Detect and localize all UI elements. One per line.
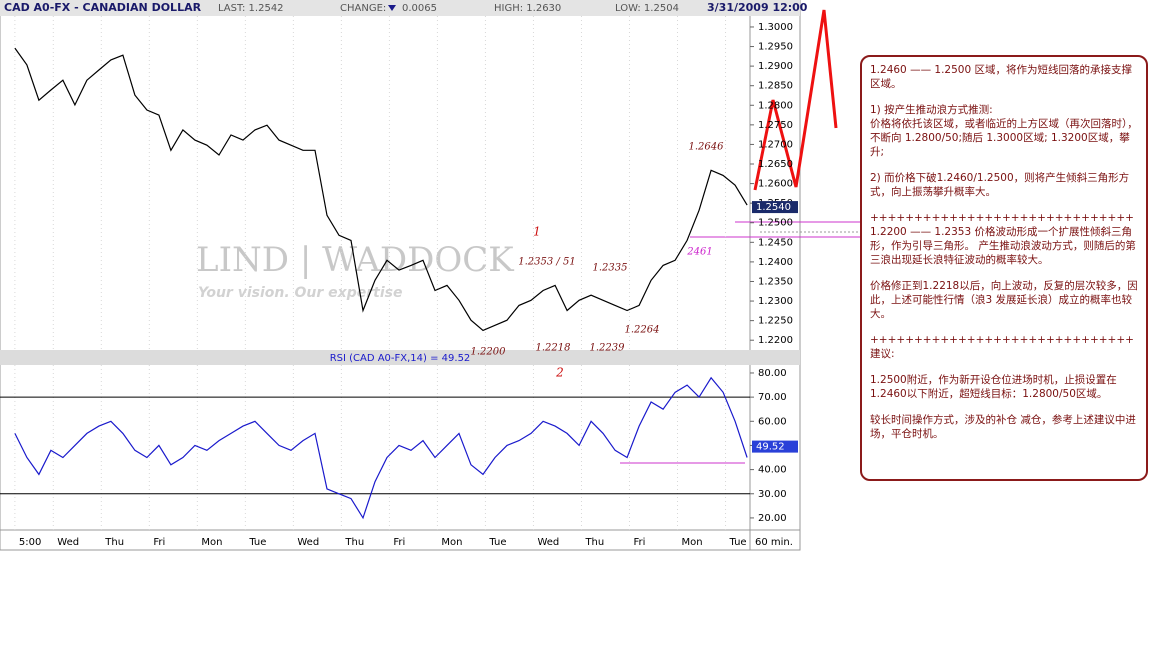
annotation: 1.2353 / 51 <box>518 257 575 268</box>
y-tick-label: 1.2850 <box>758 81 793 92</box>
y-tick-label: 1.2400 <box>758 257 793 268</box>
y-tick-label: 1.2600 <box>758 179 793 190</box>
y-tick-label: 1.2750 <box>758 120 793 131</box>
y-tick-label: 1.2950 <box>758 42 793 53</box>
annotation: 1.2218 <box>536 343 571 354</box>
y-tick-label: 70.00 <box>758 392 787 403</box>
projection-arrow <box>753 9 838 191</box>
x-tick-label: Thu <box>584 537 604 548</box>
annotation: 2461 <box>686 247 712 258</box>
annotation: 1.2335 <box>593 263 628 274</box>
x-tick-label: Thu <box>344 537 364 548</box>
note: 较长时间操作方式，涉及的补仓 减仓，参考上述建议中进场，平仓时机。 <box>870 414 1136 440</box>
note: 1.2500附近，作为新开设仓位进场时机，止损设置在1.2460以下附近，超短线… <box>870 374 1117 400</box>
price-line <box>14 47 748 332</box>
x-tick-label: 5:00 <box>19 537 41 548</box>
last-value-box <box>752 201 798 214</box>
stat-high: HIGH: 1.2630 <box>494 3 561 14</box>
x-tick-label: Wed <box>297 537 319 548</box>
x-tick-label: Fri <box>393 537 405 548</box>
x-tick-label: Tue <box>248 537 266 548</box>
watermark-tagline: Your vision. Our expertise <box>198 285 402 301</box>
stat-change: CHANGE: <box>340 3 386 14</box>
y-tick-label: 1.3000 <box>758 22 793 33</box>
y-tick-label: 40.00 <box>758 465 787 476</box>
x-axis-unit: 60 min. <box>755 537 793 548</box>
panel-separator <box>0 350 800 365</box>
annotation: 1 <box>533 225 541 239</box>
y-tick-label: 20.00 <box>758 513 787 524</box>
x-tick-label: Mon <box>201 537 222 548</box>
x-tick-label: Fri <box>633 537 645 548</box>
price-line <box>14 376 748 520</box>
y-tick-label: 1.2200 <box>758 335 793 346</box>
y-tick-label: 1.2350 <box>758 276 793 287</box>
last-value-label: 1.2540 <box>756 202 791 213</box>
annotation: 2 <box>555 366 564 380</box>
annotation: 1.2646 <box>689 142 725 153</box>
y-tick-label: 60.00 <box>758 416 787 427</box>
down-arrow <box>388 5 396 11</box>
y-tick-label: 1.2250 <box>758 316 793 327</box>
note: 1) 按产生推动浪方式推测: <box>870 104 993 116</box>
x-tick-label: Tue <box>488 537 506 548</box>
y-tick-label: 30.00 <box>758 489 787 500</box>
notes-box: 1.2460 —— 1.2500 区域，将作为短线回落的承接支撑区域。 1) 按… <box>860 55 1148 481</box>
y-tick-label: 1.2650 <box>758 159 793 170</box>
y-tick-label: 1.2800 <box>758 100 793 111</box>
chart-date: 3/31/2009 12:00 <box>707 1 808 14</box>
rsi-title: RSI (CAD A0-FX,14) = 49.52 <box>330 353 471 364</box>
y-tick-label: 1.2300 <box>758 296 793 307</box>
note: 价格修正到1.2218以后，向上波动，反复的层次较多，因此，上述可能性行情（浪3… <box>870 280 1138 320</box>
x-tick-label: Mon <box>681 537 702 548</box>
stat-change-value: 0.0065 <box>402 3 437 14</box>
y-tick-label: 1.2700 <box>758 139 793 150</box>
note: 1.2200 —— 1.2353 价格波动形成一个扩展性倾斜三角形，作为引导三角… <box>870 226 1136 266</box>
x-tick-label: Mon <box>441 537 462 548</box>
last-value-box <box>752 440 798 453</box>
last-value-label: 49.52 <box>756 442 785 453</box>
x-tick-label: Thu <box>104 537 124 548</box>
stat-low: LOW: 1.2504 <box>615 3 679 14</box>
note: 建议: <box>870 348 895 360</box>
y-tick-label: 1.2500 <box>758 218 793 229</box>
note: ++++++++++++++++++++++++++++++ <box>870 212 1134 224</box>
note: ++++++++++++++++++++++++++++++ <box>870 334 1134 346</box>
x-tick-label: Fri <box>153 537 165 548</box>
header-bar <box>0 0 800 16</box>
y-tick-label: 80.00 <box>758 368 787 379</box>
note: 1.2460 —— 1.2500 区域，将作为短线回落的承接支撑区域。 <box>870 64 1132 90</box>
annotation: 1.2200 <box>471 347 507 358</box>
annotation: 1.2264 <box>625 325 660 336</box>
x-tick-label: Wed <box>537 537 559 548</box>
annotation: 1.2239 <box>590 343 626 354</box>
y-tick-label: 1.2450 <box>758 237 793 248</box>
x-tick-label: Wed <box>57 537 79 548</box>
chart: CAD A0-FX - CANADIAN DOLLAR LAST: 1.2542… <box>0 0 860 551</box>
x-tick-label: Tue <box>729 537 747 548</box>
note: 2) 而价格下破1.2460/1.2500，则将产生倾斜三角形方式，向上振荡攀升… <box>870 172 1130 198</box>
watermark: LIND | WADDOCK <box>196 240 514 280</box>
note: 价格将依托该区域，或者临近的上方区域（再次回落时），不断向 1.2800/50;… <box>870 118 1138 158</box>
chart-title: CAD A0-FX - CANADIAN DOLLAR <box>4 1 202 14</box>
y-tick-label: 1.2900 <box>758 61 793 72</box>
stat-last: LAST: 1.2542 <box>218 3 284 14</box>
